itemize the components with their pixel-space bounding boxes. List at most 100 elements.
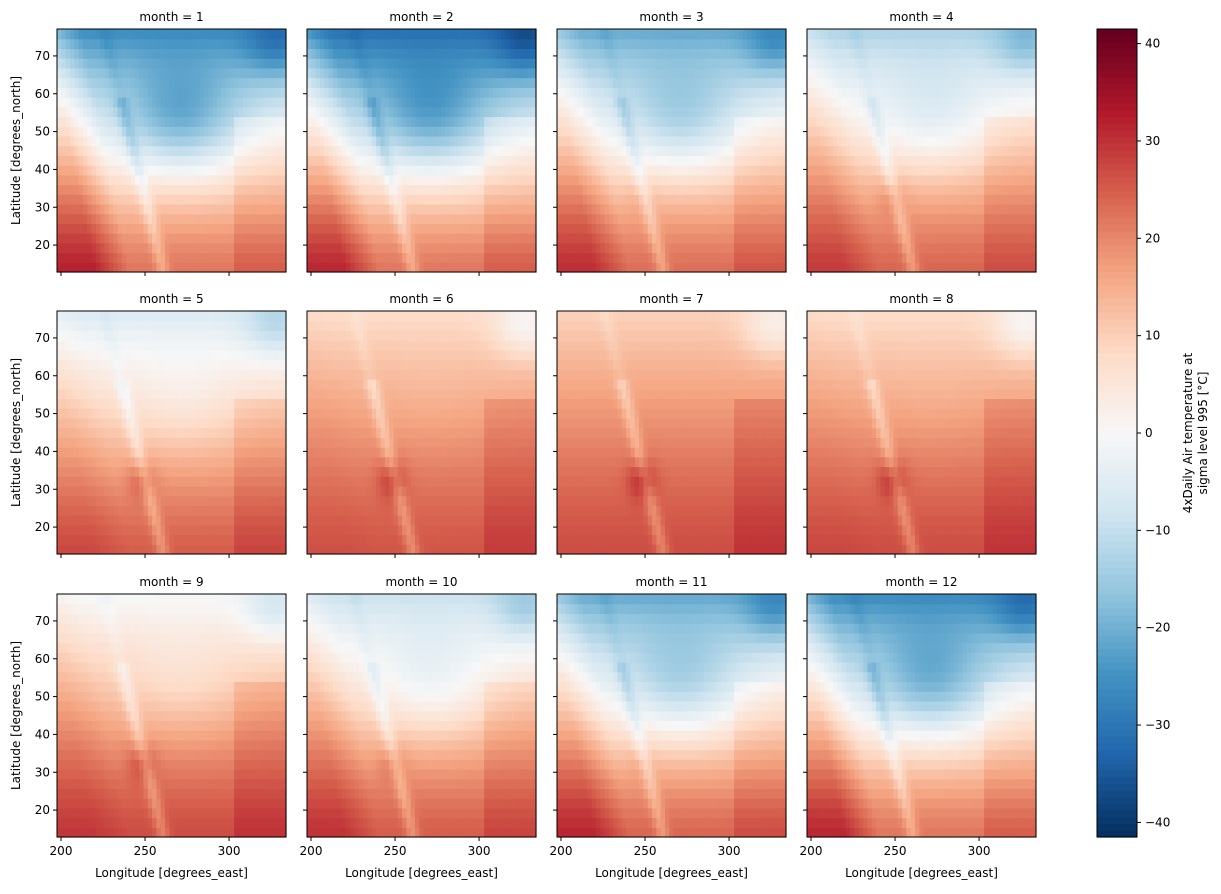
heatmap-cell bbox=[661, 214, 666, 224]
heatmap-cell bbox=[963, 165, 968, 175]
heatmap-cell bbox=[911, 146, 916, 156]
heatmap-cell bbox=[307, 155, 312, 165]
heatmap-cell bbox=[187, 204, 192, 214]
heatmap-cell bbox=[747, 146, 752, 156]
heatmap-cell bbox=[829, 204, 834, 214]
heatmap-cell bbox=[656, 29, 661, 39]
heatmap-cell bbox=[928, 48, 933, 58]
heatmap-cell bbox=[700, 146, 705, 156]
heatmap-cell bbox=[105, 78, 110, 88]
heatmap-cell bbox=[79, 29, 84, 39]
heatmap-cell bbox=[226, 165, 231, 175]
heatmap-cell bbox=[96, 204, 101, 214]
heatmap-cell bbox=[126, 39, 131, 49]
heatmap-cell bbox=[777, 39, 782, 49]
heatmap-cell bbox=[493, 243, 498, 253]
heatmap-cell bbox=[635, 262, 640, 272]
heatmap-cell bbox=[600, 214, 605, 224]
heatmap-cell bbox=[117, 48, 122, 58]
heatmap-cell bbox=[126, 97, 131, 107]
heatmap-cell bbox=[74, 262, 79, 272]
heatmap-cell bbox=[824, 116, 829, 126]
heatmap-cell bbox=[307, 97, 312, 107]
heatmap-cell bbox=[717, 233, 722, 243]
heatmap-cell bbox=[376, 78, 381, 88]
heatmap-cell bbox=[230, 68, 235, 78]
heatmap-cell bbox=[902, 233, 907, 243]
heatmap-cell bbox=[307, 87, 312, 97]
heatmap-cell bbox=[200, 214, 205, 224]
heatmap-cell bbox=[74, 243, 79, 253]
heatmap-cell bbox=[885, 155, 890, 165]
heatmap-cell bbox=[811, 29, 816, 39]
heatmap-cell bbox=[230, 78, 235, 88]
heatmap-cell bbox=[764, 155, 769, 165]
heatmap-cell bbox=[226, 175, 231, 185]
heatmap-cell bbox=[674, 48, 679, 58]
heatmap-cell bbox=[79, 165, 84, 175]
heatmap-cell bbox=[816, 107, 821, 117]
heatmap-cell bbox=[773, 146, 778, 156]
heatmap-cell bbox=[264, 78, 269, 88]
heatmap-cell bbox=[424, 29, 429, 39]
heatmap-cell bbox=[751, 97, 756, 107]
heatmap-cell bbox=[954, 39, 959, 49]
heatmap-cell bbox=[389, 146, 394, 156]
heatmap-cell bbox=[260, 194, 265, 204]
heatmap-cell bbox=[109, 87, 114, 97]
heatmap-cell bbox=[493, 68, 498, 78]
heatmap-cell bbox=[906, 78, 911, 88]
heatmap-cell bbox=[850, 253, 855, 263]
heatmap-cell bbox=[238, 155, 243, 165]
heatmap-cell bbox=[156, 58, 161, 68]
heatmap-cell bbox=[152, 29, 157, 39]
heatmap-cell bbox=[652, 165, 657, 175]
heatmap-cell bbox=[419, 262, 424, 272]
heatmap-cell bbox=[911, 97, 916, 107]
heatmap-cell bbox=[945, 58, 950, 68]
heatmap-cell bbox=[764, 146, 769, 156]
heatmap-cell bbox=[350, 204, 355, 214]
heatmap-cell bbox=[695, 243, 700, 253]
heatmap-cell bbox=[122, 262, 127, 272]
heatmap-cell bbox=[316, 204, 321, 214]
heatmap-cell bbox=[656, 68, 661, 78]
heatmap-cell bbox=[273, 87, 278, 97]
heatmap-cell bbox=[726, 155, 731, 165]
heatmap-cell bbox=[66, 68, 71, 78]
heatmap-cell bbox=[613, 175, 618, 185]
heatmap-cell bbox=[760, 243, 765, 253]
heatmap-cell bbox=[837, 194, 842, 204]
heatmap-cell bbox=[682, 87, 687, 97]
heatmap-cell bbox=[889, 175, 894, 185]
heatmap-cell bbox=[428, 68, 433, 78]
heatmap-cell bbox=[570, 78, 575, 88]
heatmap-cell bbox=[385, 29, 390, 39]
heatmap-cell bbox=[687, 78, 692, 88]
heatmap-cell bbox=[510, 146, 515, 156]
heatmap-cell bbox=[221, 126, 226, 136]
heatmap-cell bbox=[156, 165, 161, 175]
heatmap-cell bbox=[105, 262, 110, 272]
heatmap-cell bbox=[911, 262, 916, 272]
heatmap-cell bbox=[100, 175, 105, 185]
heatmap-cell bbox=[66, 136, 71, 146]
heatmap-cell bbox=[100, 87, 105, 97]
heatmap-cell bbox=[911, 165, 916, 175]
heatmap-cell bbox=[937, 116, 942, 126]
heatmap-cell bbox=[195, 223, 200, 233]
heatmap-cell bbox=[117, 194, 122, 204]
heatmap-cell bbox=[213, 165, 218, 175]
heatmap-cell bbox=[165, 116, 170, 126]
heatmap-cell bbox=[807, 233, 812, 243]
heatmap-cell bbox=[889, 253, 894, 263]
heatmap-cell bbox=[596, 223, 601, 233]
heatmap-cell bbox=[437, 48, 442, 58]
heatmap-cell bbox=[411, 146, 416, 156]
heatmap-cell bbox=[238, 116, 243, 126]
heatmap-cell bbox=[824, 165, 829, 175]
heatmap-cell bbox=[743, 223, 748, 233]
heatmap-cell bbox=[855, 223, 860, 233]
heatmap-cell bbox=[811, 175, 816, 185]
heatmap-cell bbox=[350, 155, 355, 165]
